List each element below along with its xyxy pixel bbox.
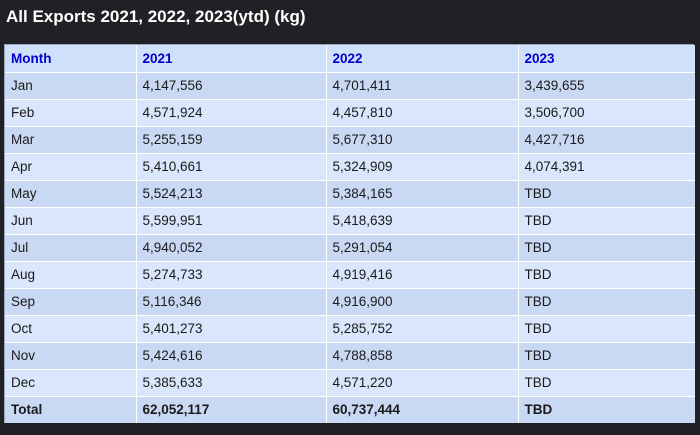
table-total-row: Total 62,052,117 60,737,444 TBD bbox=[5, 396, 695, 423]
cell-2022: 5,324,909 bbox=[326, 153, 519, 181]
cell-2023: 4,427,716 bbox=[518, 126, 695, 154]
cell-2022: 4,919,416 bbox=[326, 261, 519, 289]
table-row: Sep 5,116,346 4,916,900 TBD bbox=[5, 288, 695, 316]
table-row: Dec 5,385,633 4,571,220 TBD bbox=[5, 369, 695, 397]
cell-2021: 4,147,556 bbox=[136, 72, 327, 100]
cell-2022: 4,788,858 bbox=[326, 342, 519, 370]
cell-month: Jul bbox=[5, 234, 137, 262]
cell-2023: TBD bbox=[518, 207, 695, 235]
cell-2023: TBD bbox=[518, 261, 695, 289]
cell-month: Sep bbox=[5, 288, 137, 316]
cell-2023: TBD bbox=[518, 342, 695, 370]
table-row: May 5,524,213 5,384,165 TBD bbox=[5, 180, 695, 208]
total-2023: TBD bbox=[518, 396, 695, 423]
cell-2023: 3,506,700 bbox=[518, 99, 695, 127]
table-header-row: Month 2021 2022 2023 bbox=[5, 45, 695, 73]
cell-month: Jun bbox=[5, 207, 137, 235]
cell-month: Dec bbox=[5, 369, 137, 397]
cell-2022: 5,418,639 bbox=[326, 207, 519, 235]
cell-2021: 5,255,159 bbox=[136, 126, 327, 154]
cell-month: Apr bbox=[5, 153, 137, 181]
cell-month: Aug bbox=[5, 261, 137, 289]
cell-2021: 5,274,733 bbox=[136, 261, 327, 289]
total-2022: 60,737,444 bbox=[326, 396, 519, 423]
cell-2023: TBD bbox=[518, 369, 695, 397]
cell-2022: 4,916,900 bbox=[326, 288, 519, 316]
table-row: Oct 5,401,273 5,285,752 TBD bbox=[5, 315, 695, 343]
cell-month: Jan bbox=[5, 72, 137, 100]
table-row: Jun 5,599,951 5,418,639 TBD bbox=[5, 207, 695, 235]
header-month: Month bbox=[5, 45, 137, 73]
cell-2021: 5,524,213 bbox=[136, 180, 327, 208]
exports-table: Month 2021 2022 2023 Jan 4,147,556 4,701,4… bbox=[5, 45, 695, 423]
cell-2021: 5,116,346 bbox=[136, 288, 327, 316]
cell-2022: 4,571,220 bbox=[326, 369, 519, 397]
cell-2023: TBD bbox=[518, 288, 695, 316]
cell-month: Nov bbox=[5, 342, 137, 370]
total-2021: 62,052,117 bbox=[136, 396, 327, 423]
cell-2021: 4,940,052 bbox=[136, 234, 327, 262]
cell-month: Feb bbox=[5, 99, 137, 127]
cell-month: Oct bbox=[5, 315, 137, 343]
table-row: Aug 5,274,733 4,919,416 TBD bbox=[5, 261, 695, 289]
table-row: Mar 5,255,159 5,677,310 4,427,716 bbox=[5, 126, 695, 154]
cell-2021: 5,410,661 bbox=[136, 153, 327, 181]
cell-2022: 5,285,752 bbox=[326, 315, 519, 343]
cell-2023: 3,439,655 bbox=[518, 72, 695, 100]
cell-2022: 5,384,165 bbox=[326, 180, 519, 208]
header-2023: 2023 bbox=[518, 45, 695, 73]
table-row: Jul 4,940,052 5,291,054 TBD bbox=[5, 234, 695, 262]
page-title: All Exports 2021, 2022, 2023(ytd) (kg) bbox=[6, 7, 306, 26]
cell-2022: 5,677,310 bbox=[326, 126, 519, 154]
cell-2021: 5,401,273 bbox=[136, 315, 327, 343]
cell-2021: 4,571,924 bbox=[136, 99, 327, 127]
total-label: Total bbox=[5, 396, 137, 423]
cell-2023: TBD bbox=[518, 315, 695, 343]
cell-2023: TBD bbox=[518, 180, 695, 208]
cell-2021: 5,599,951 bbox=[136, 207, 327, 235]
header-2022: 2022 bbox=[326, 45, 519, 73]
cell-month: Mar bbox=[5, 126, 137, 154]
cell-2021: 5,385,633 bbox=[136, 369, 327, 397]
header-2021: 2021 bbox=[136, 45, 327, 73]
cell-2022: 4,701,411 bbox=[326, 72, 519, 100]
cell-2022: 4,457,810 bbox=[326, 99, 519, 127]
exports-table-container: Month 2021 2022 2023 Jan 4,147,556 4,701,4… bbox=[4, 44, 695, 423]
table-body: Jan 4,147,556 4,701,411 3,439,655 Feb 4,571,9… bbox=[5, 72, 695, 397]
cell-2023: TBD bbox=[518, 234, 695, 262]
table-row: Feb 4,571,924 4,457,810 3,506,700 bbox=[5, 99, 695, 127]
cell-2023: 4,074,391 bbox=[518, 153, 695, 181]
table-row: Nov 5,424,616 4,788,858 TBD bbox=[5, 342, 695, 370]
cell-2022: 5,291,054 bbox=[326, 234, 519, 262]
table-row: Apr 5,410,661 5,324,909 4,074,391 bbox=[5, 153, 695, 181]
cell-2021: 5,424,616 bbox=[136, 342, 327, 370]
cell-month: May bbox=[5, 180, 137, 208]
table-row: Jan 4,147,556 4,701,411 3,439,655 bbox=[5, 72, 695, 100]
